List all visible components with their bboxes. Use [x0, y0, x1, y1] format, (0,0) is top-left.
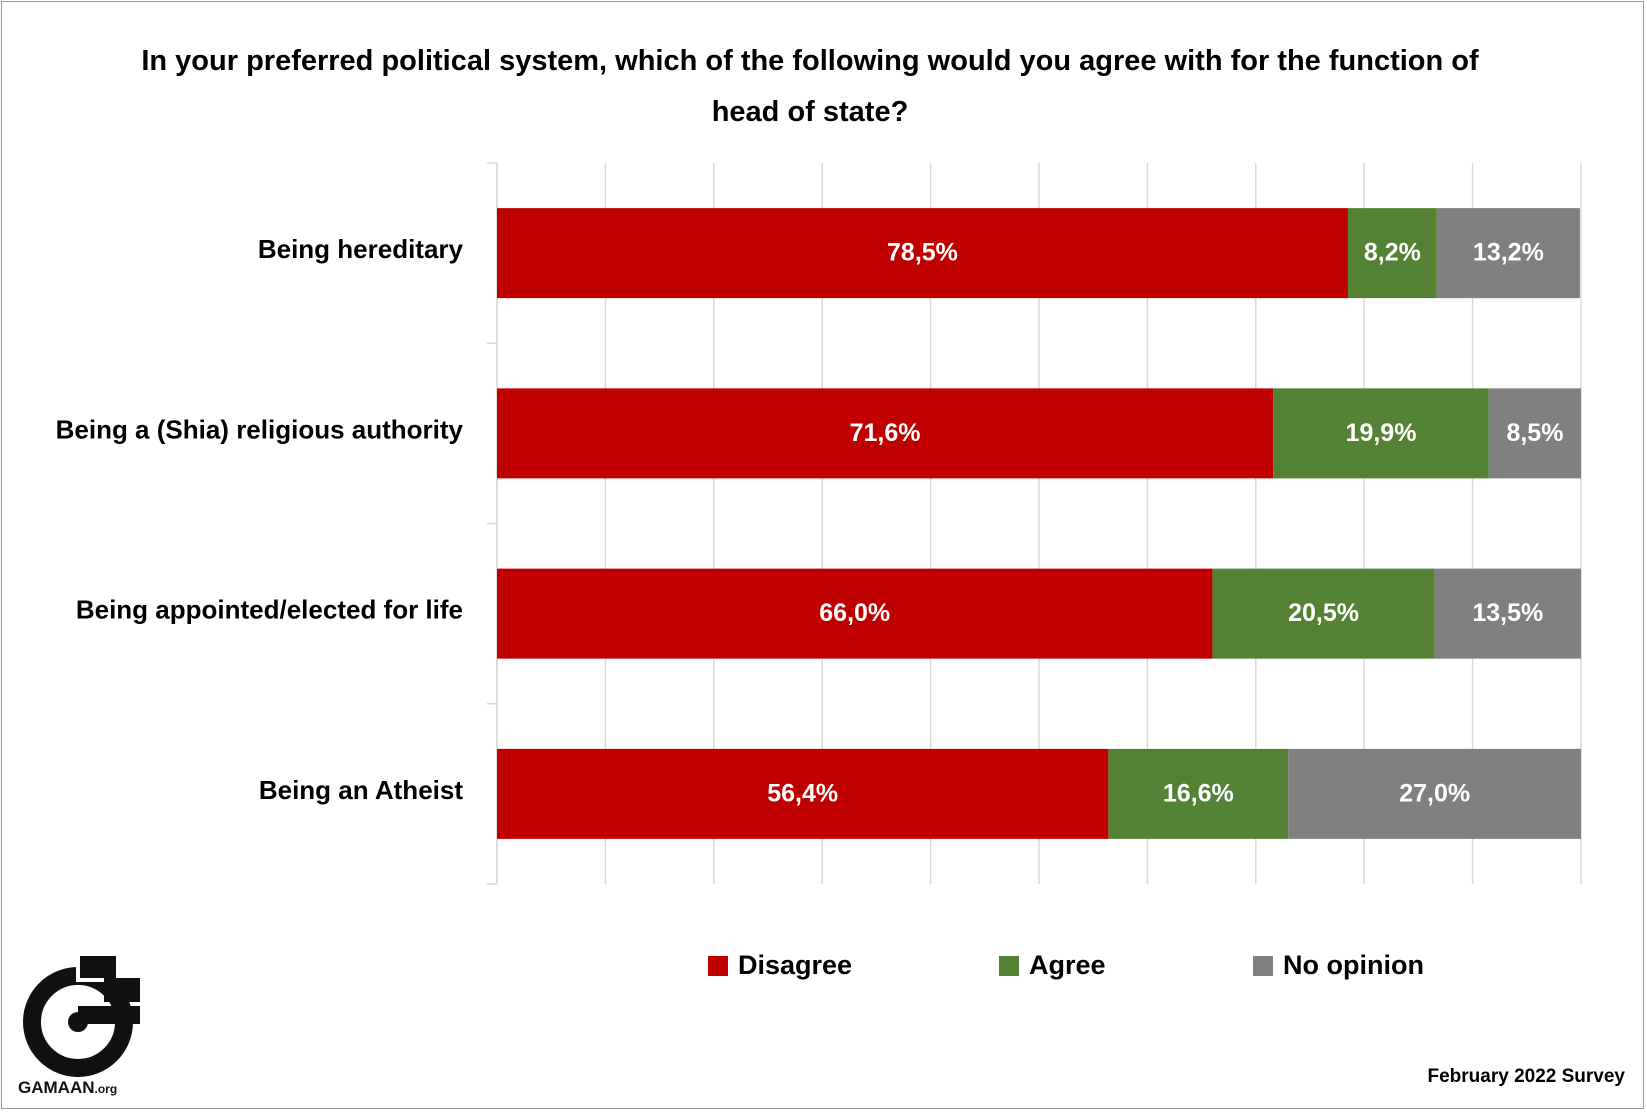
- legend: Disagree Agree No opinion: [0, 950, 1647, 990]
- bar-segment: [1273, 388, 1489, 479]
- data-label: 19,9%: [1346, 419, 1417, 447]
- legend-label-agree: Agree: [1029, 950, 1106, 980]
- data-label: 13,2%: [1473, 239, 1544, 267]
- logo-wordmark: GAMAAN.org: [18, 1078, 118, 1097]
- data-label: 27,0%: [1399, 779, 1470, 807]
- legend-label-disagree: Disagree: [738, 950, 853, 980]
- legend-swatch-agree: [999, 955, 1019, 976]
- data-label: 66,0%: [819, 599, 890, 627]
- legend-item-no-opinion: No opinion: [1253, 950, 1424, 981]
- data-label: 78,5%: [887, 239, 958, 267]
- bar-segment: [497, 568, 1213, 659]
- bar-segment: [497, 748, 1109, 839]
- bar-segment: [497, 388, 1274, 479]
- bar-segment: [1347, 208, 1437, 299]
- gamaan-logo-icon: [23, 952, 140, 1077]
- legend-label-no-opinion: No opinion: [1283, 950, 1424, 980]
- data-label: 16,6%: [1163, 779, 1234, 807]
- legend-swatch-disagree: [708, 955, 728, 976]
- survey-date-note: February 2022 Survey: [1427, 1066, 1625, 1087]
- bar-segment: [1436, 208, 1580, 299]
- category-label: Being appointed/elected for life: [76, 595, 463, 625]
- data-label: 56,4%: [767, 779, 838, 807]
- legend-item-disagree: Disagree: [708, 950, 852, 981]
- category-label: Being a (Shia) religious authority: [56, 414, 464, 444]
- data-label: 13,5%: [1472, 599, 1543, 627]
- bar-segment: [497, 208, 1348, 299]
- data-label: 20,5%: [1288, 599, 1359, 627]
- bar-segment: [1108, 748, 1289, 839]
- legend-item-agree: Agree: [999, 950, 1106, 981]
- category-label: Being an Atheist: [259, 775, 464, 805]
- bar-segment: [1488, 388, 1581, 479]
- data-label: 71,6%: [850, 419, 921, 447]
- bar-segment: [1434, 568, 1581, 659]
- bar-segment: [1212, 568, 1435, 659]
- data-label: 8,5%: [1506, 419, 1563, 447]
- data-label: 8,2%: [1364, 239, 1421, 267]
- chart-title: In your preferred political system, whic…: [141, 45, 1479, 128]
- legend-swatch-no-opinion: [1253, 955, 1273, 976]
- category-label: Being hereditary: [258, 234, 464, 264]
- bar-segment: [1288, 748, 1581, 839]
